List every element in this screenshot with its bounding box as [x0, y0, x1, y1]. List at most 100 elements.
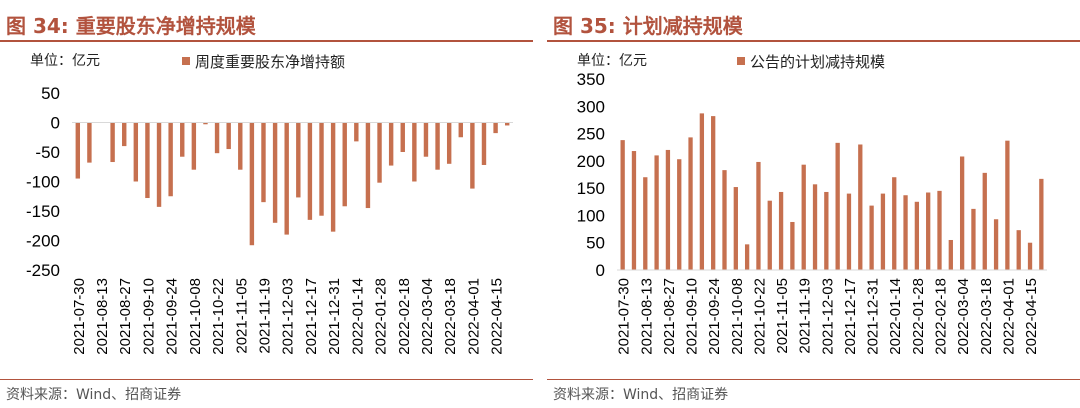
bar — [654, 155, 659, 270]
bar — [249, 122, 255, 246]
bar — [122, 122, 127, 147]
bar — [412, 122, 417, 182]
chart-legend: 周度重要股东净增持额 — [182, 51, 345, 72]
x-tick-label: 2022-01-14 — [887, 278, 904, 355]
bar — [470, 122, 475, 189]
x-tick-label: 2022-01-14 — [349, 278, 366, 355]
bar — [801, 164, 806, 270]
source-note: 资料来源：Wind、招商证券 — [6, 387, 182, 403]
x-tick-label: 2021-12-17 — [303, 278, 320, 355]
x-tick-label: 2021-11-19 — [797, 278, 814, 354]
y-tick-label: -50 — [35, 143, 60, 162]
y-tick-label: 350 — [577, 70, 605, 89]
bar — [168, 122, 173, 197]
bar — [307, 122, 313, 220]
x-tick-label: 2022-03-18 — [442, 278, 459, 355]
x-tick-label: 2022-01-28 — [910, 278, 927, 355]
bar — [620, 140, 625, 270]
bar — [846, 193, 852, 270]
x-tick-label: 2021-09-10 — [684, 278, 701, 355]
bar — [812, 184, 818, 270]
bar — [971, 208, 976, 270]
bar — [180, 122, 185, 157]
bar — [948, 239, 953, 270]
x-tick-label: 2021-08-27 — [661, 278, 678, 355]
y-tick-label: -200 — [26, 232, 60, 251]
bar — [1039, 178, 1044, 270]
y-tick-label: -250 — [26, 261, 60, 280]
bar — [319, 122, 324, 216]
bar — [110, 122, 115, 163]
bar — [354, 122, 359, 142]
bar — [145, 122, 150, 199]
bar — [892, 177, 897, 270]
source-divider — [0, 379, 533, 380]
bar — [880, 193, 886, 270]
right-chart-panel: 图 35: 计划减持规模 单位：亿元 公告的计划减持规模 350 300 250 20… — [547, 0, 1080, 408]
x-tick-label: 2021-09-24 — [706, 278, 723, 355]
x-tick-label: 2022-04-15 — [489, 278, 506, 355]
legend-swatch — [182, 57, 190, 65]
y-tick-label: 150 — [577, 179, 605, 198]
bar — [493, 122, 498, 134]
bar — [261, 122, 266, 203]
x-tick-label: 2021-07-30 — [71, 278, 88, 355]
chart-title: 图 34: 重要股东净增持规模 — [6, 14, 256, 38]
bar — [272, 122, 278, 223]
bar-chart-net-increase: 50 0 -50 -100 -150 -200 -250 2021-07-30 2021-08-… — [26, 84, 513, 355]
bar — [993, 219, 999, 270]
bar — [87, 122, 92, 163]
y-tick-label: 50 — [41, 84, 60, 103]
x-tick-label: 2021-09-24 — [164, 278, 181, 355]
bar — [677, 159, 682, 270]
x-tick-label: 2021-11-05 — [233, 278, 250, 354]
x-tick-label: 2021-08-13 — [94, 278, 111, 355]
bar — [699, 113, 705, 270]
x-tick-label: 2022-01-28 — [373, 278, 390, 355]
x-tick-label: 2022-02-18 — [396, 278, 413, 355]
bar — [423, 122, 429, 157]
bar — [75, 122, 81, 179]
bar — [296, 122, 301, 198]
bar — [342, 122, 347, 207]
bar — [914, 201, 920, 270]
x-tick-label: 2021-12-03 — [280, 278, 297, 355]
bar — [214, 122, 220, 154]
title-divider — [547, 40, 1080, 42]
x-tick-label: 2022-03-04 — [419, 278, 436, 355]
unit-label: 单位：亿元 — [577, 53, 647, 69]
legend-swatch — [737, 57, 745, 65]
x-tick-label: 2021-08-27 — [117, 278, 134, 355]
x-tick-label: 2022-03-18 — [978, 278, 995, 355]
y-tick-label: 200 — [577, 152, 605, 171]
bar — [643, 177, 648, 270]
source-divider — [547, 379, 1080, 380]
y-tick-label: -150 — [26, 202, 60, 221]
bar — [688, 137, 693, 270]
y-tick-label: 250 — [577, 125, 605, 144]
x-tick-label: 2021-12-31 — [326, 278, 343, 355]
x-tick-label: 2021-10-22 — [210, 278, 227, 355]
source-note: 资料来源：Wind、招商证券 — [553, 387, 729, 403]
bar — [858, 144, 863, 270]
bar — [238, 122, 243, 170]
y-tick-label: 100 — [577, 206, 605, 225]
bar — [631, 151, 637, 270]
y-tick-label: 0 — [596, 261, 605, 280]
y-tick-label: 300 — [577, 97, 605, 116]
x-tick-label: 2022-04-01 — [1000, 278, 1017, 355]
bar-chart-planned-reduction: 350 300 250 200 150 100 50 0 2021-07-30 2021-08-1… — [577, 70, 1047, 355]
x-tick-label: 2021-12-03 — [819, 278, 836, 355]
bar — [790, 221, 795, 270]
bar — [733, 187, 738, 270]
bar — [744, 244, 750, 270]
y-tick-label: 0 — [51, 114, 60, 133]
x-tick-label: 2022-03-04 — [955, 278, 972, 355]
y-tick-label: -100 — [26, 173, 60, 192]
x-tick-label: 2021-10-08 — [187, 278, 204, 355]
bar — [191, 122, 197, 170]
bar — [711, 116, 716, 270]
x-tick-label: 2021-11-19 — [256, 278, 273, 354]
bar — [400, 122, 405, 152]
bar — [778, 191, 784, 270]
